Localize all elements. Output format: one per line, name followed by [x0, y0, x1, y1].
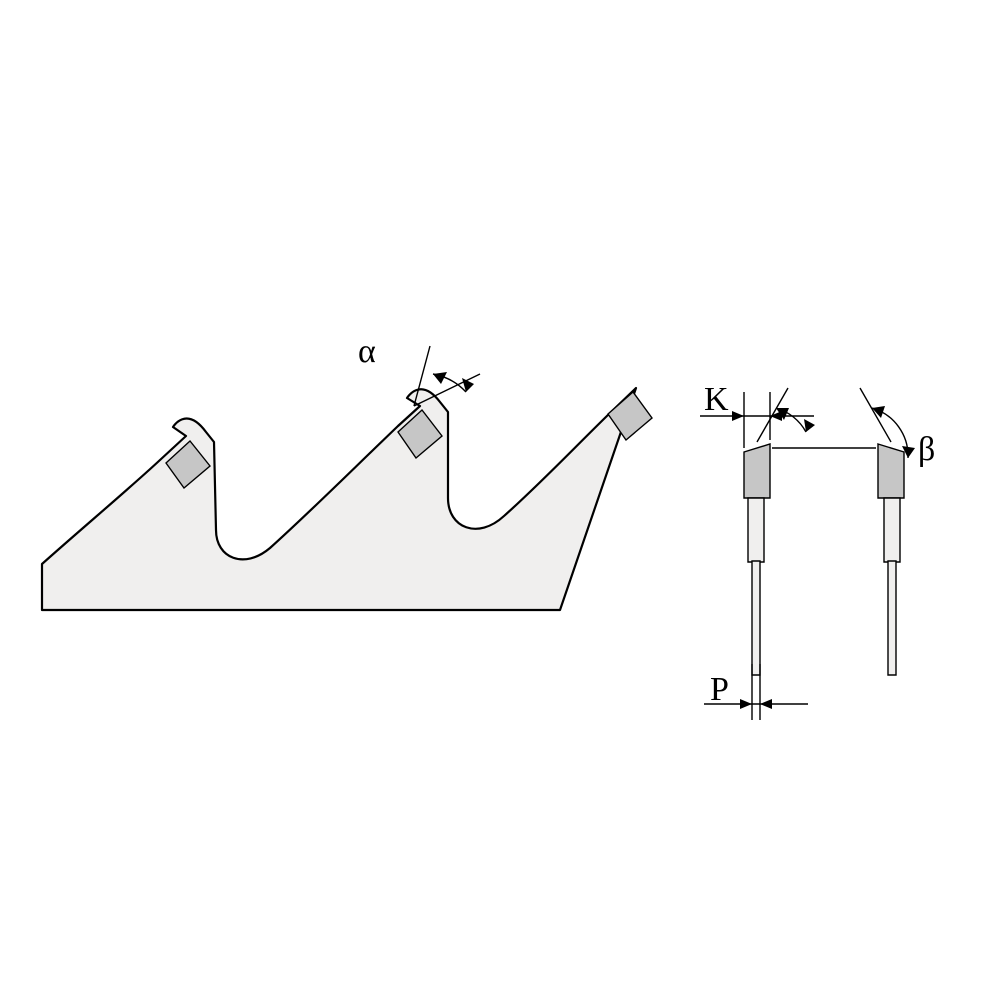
side-tooth-right — [878, 444, 904, 675]
blade-body — [42, 388, 636, 610]
saw-blade-diagram: α K Pβ — [0, 0, 1000, 1000]
side-tooth-left — [744, 444, 770, 675]
dimension-K-label: K — [704, 381, 729, 418]
alpha-label: α — [358, 333, 376, 370]
side-view — [700, 388, 915, 720]
beta-label: β — [918, 431, 935, 468]
dimension-P-label: P — [710, 671, 729, 708]
tooth-profile — [42, 346, 652, 610]
